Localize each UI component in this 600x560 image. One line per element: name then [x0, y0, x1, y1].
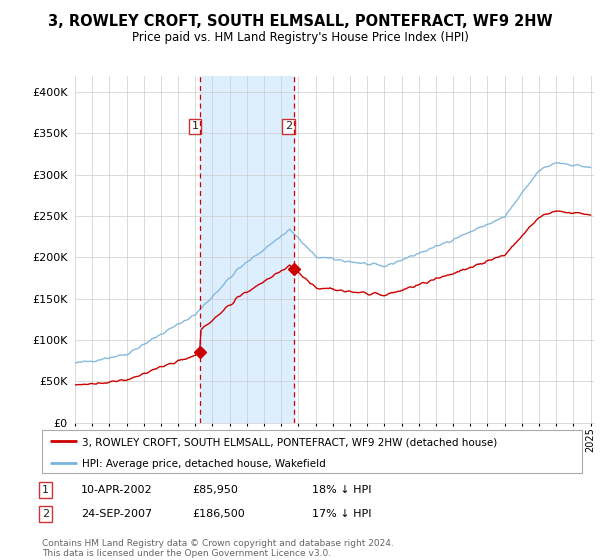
- Text: 1: 1: [191, 122, 199, 132]
- Text: £186,500: £186,500: [192, 509, 245, 519]
- Text: 1: 1: [42, 485, 49, 495]
- Text: 24-SEP-2007: 24-SEP-2007: [81, 509, 152, 519]
- Text: 2: 2: [285, 122, 292, 132]
- Text: 3, ROWLEY CROFT, SOUTH ELMSALL, PONTEFRACT, WF9 2HW (detached house): 3, ROWLEY CROFT, SOUTH ELMSALL, PONTEFRA…: [83, 437, 498, 447]
- Text: Price paid vs. HM Land Registry's House Price Index (HPI): Price paid vs. HM Land Registry's House …: [131, 31, 469, 44]
- Text: £85,950: £85,950: [192, 485, 238, 495]
- Text: 3, ROWLEY CROFT, SOUTH ELMSALL, PONTEFRACT, WF9 2HW: 3, ROWLEY CROFT, SOUTH ELMSALL, PONTEFRA…: [47, 14, 553, 29]
- Text: HPI: Average price, detached house, Wakefield: HPI: Average price, detached house, Wake…: [83, 459, 326, 469]
- Text: 18% ↓ HPI: 18% ↓ HPI: [312, 485, 371, 495]
- Text: 17% ↓ HPI: 17% ↓ HPI: [312, 509, 371, 519]
- Text: 2: 2: [42, 509, 49, 519]
- Bar: [200, 76, 294, 423]
- Text: Contains HM Land Registry data © Crown copyright and database right 2024.
This d: Contains HM Land Registry data © Crown c…: [42, 539, 394, 558]
- Text: 10-APR-2002: 10-APR-2002: [81, 485, 152, 495]
